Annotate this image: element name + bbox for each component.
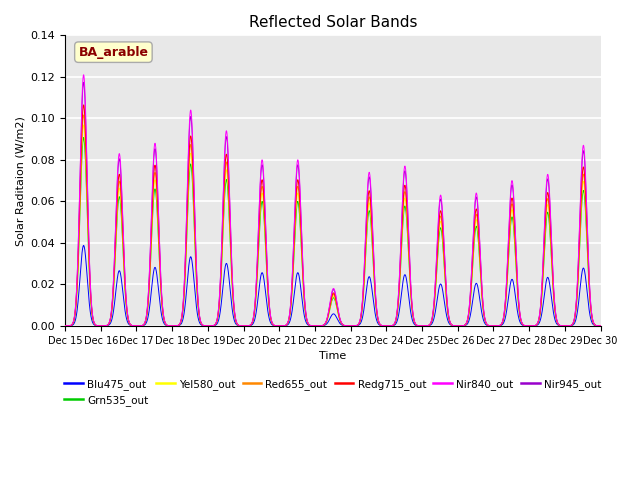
Y-axis label: Solar Raditaion (W/m2): Solar Raditaion (W/m2) (15, 116, 25, 245)
Title: Reflected Solar Bands: Reflected Solar Bands (248, 15, 417, 30)
Legend: Blu475_out, Grn535_out, Yel580_out, Red655_out, Redg715_out, Nir840_out, Nir945_: Blu475_out, Grn535_out, Yel580_out, Red6… (60, 374, 605, 410)
Text: BA_arable: BA_arable (79, 46, 148, 59)
X-axis label: Time: Time (319, 351, 346, 361)
